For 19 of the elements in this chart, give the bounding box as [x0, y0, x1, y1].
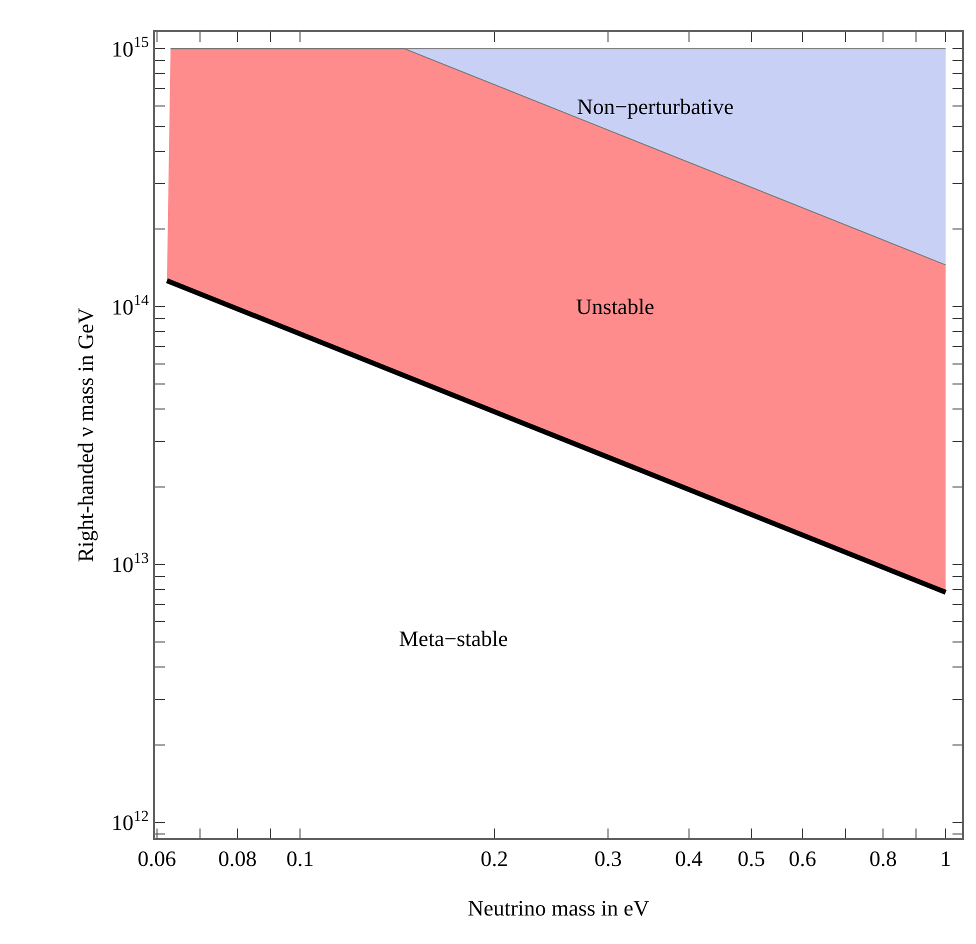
x-tick-label: 0.3 [594, 846, 622, 872]
x-tick-label: 1 [940, 846, 952, 872]
x-tick-label: 0.06 [138, 846, 176, 872]
x-tick-label: 0.6 [788, 846, 816, 872]
y-tick-label: 10$^{12}$ [111, 808, 149, 836]
x-axis-title: Neutrino mass in eV [468, 896, 650, 921]
y-tick-label: 10$^{14}$ [111, 292, 150, 320]
x-tick-label: 0.5 [738, 846, 766, 872]
x-tick-label: 0.1 [286, 846, 314, 872]
x-tick-label: 0.08 [218, 846, 257, 872]
x-tick-label: 0.2 [480, 846, 508, 872]
y-tick-label: 10$^{13}$ [111, 550, 150, 578]
x-tick-label: 0.8 [869, 846, 897, 872]
annotation: Meta−stable [399, 626, 508, 651]
annotation: Unstable [576, 294, 654, 319]
y-axis-title: Right-handed ν mass in GeV [72, 308, 98, 562]
annotation: Non−perturbative [577, 94, 734, 119]
y-tick-label: 10$^{15}$ [111, 34, 150, 62]
x-tick-label: 0.4 [675, 846, 703, 872]
